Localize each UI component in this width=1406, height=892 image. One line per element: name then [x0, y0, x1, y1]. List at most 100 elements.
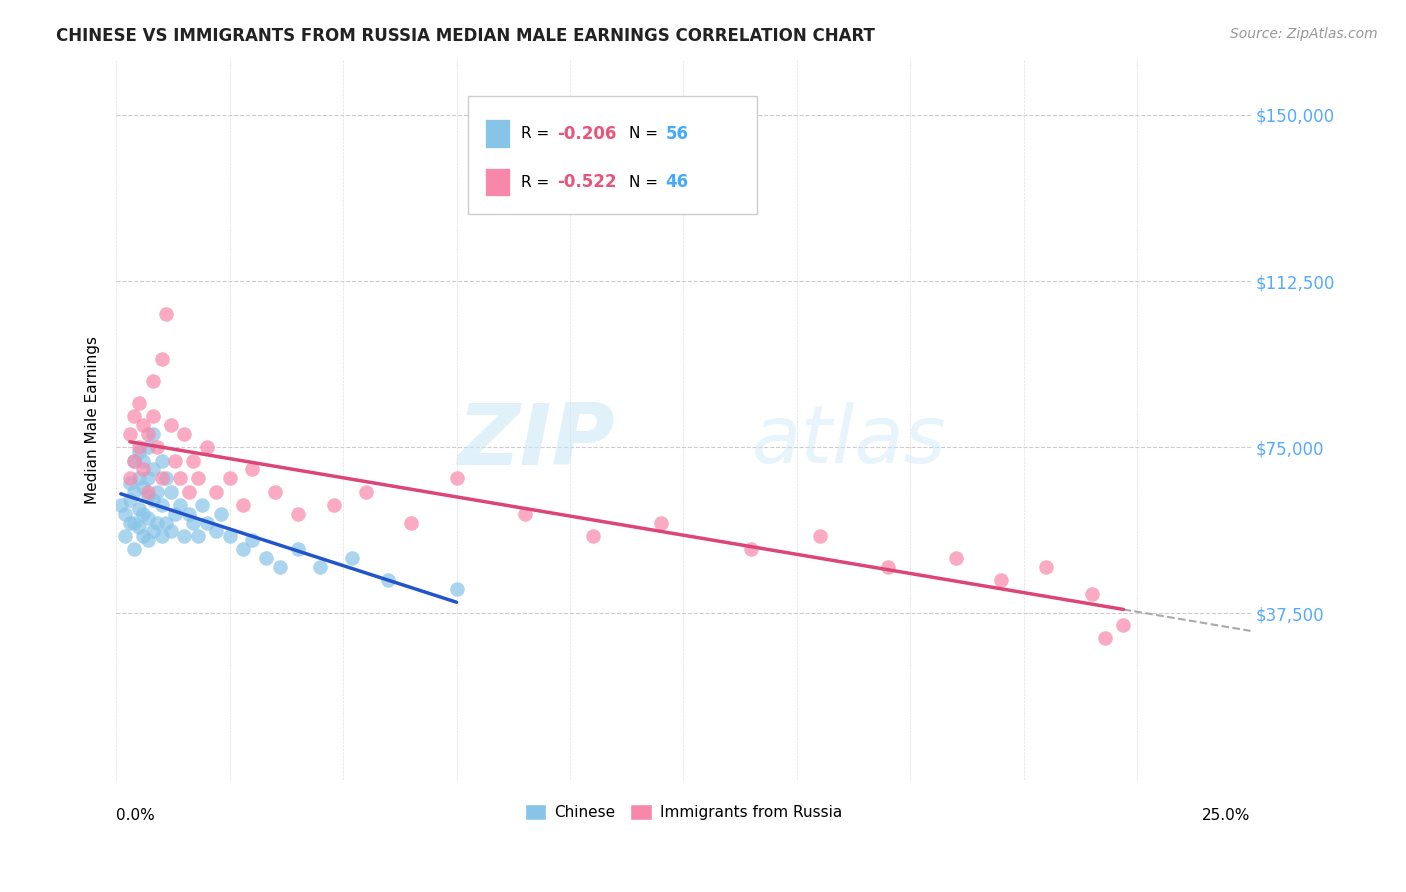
- Point: [128, 502, 150, 516]
- Point: [218, 471, 240, 485]
- Point: [650, 516, 672, 530]
- Point: [132, 480, 155, 494]
- Point: [124, 516, 146, 530]
- Point: [128, 440, 150, 454]
- Point: [136, 471, 159, 485]
- Point: [377, 573, 399, 587]
- Text: atlas: atlas: [751, 402, 946, 480]
- Point: [269, 560, 291, 574]
- Point: [124, 453, 146, 467]
- Point: [159, 418, 181, 433]
- Point: [124, 409, 146, 424]
- Point: [124, 542, 146, 557]
- Point: [323, 498, 346, 512]
- Point: [1035, 560, 1057, 574]
- Point: [808, 529, 831, 543]
- Point: [146, 484, 169, 499]
- Point: [159, 484, 181, 499]
- Point: [173, 427, 195, 442]
- Text: N =: N =: [628, 175, 662, 189]
- Point: [399, 516, 422, 530]
- Point: [242, 533, 264, 548]
- Point: [136, 427, 159, 442]
- Point: [142, 409, 165, 424]
- Point: [264, 484, 287, 499]
- Point: [150, 529, 173, 543]
- Point: [128, 396, 150, 410]
- Text: 0.0%: 0.0%: [117, 808, 155, 823]
- Text: -0.522: -0.522: [558, 173, 617, 191]
- Point: [446, 582, 468, 596]
- Point: [132, 453, 155, 467]
- Point: [177, 484, 200, 499]
- Point: [218, 529, 240, 543]
- Text: R =: R =: [522, 127, 554, 141]
- Point: [169, 498, 191, 512]
- Text: R =: R =: [522, 175, 554, 189]
- Point: [187, 471, 209, 485]
- FancyBboxPatch shape: [485, 120, 510, 148]
- Point: [142, 524, 165, 539]
- Text: N =: N =: [628, 127, 662, 141]
- Point: [1080, 586, 1102, 600]
- Y-axis label: Median Male Earnings: Median Male Earnings: [86, 335, 100, 504]
- Point: [150, 471, 173, 485]
- Point: [209, 507, 232, 521]
- Point: [740, 542, 762, 557]
- Point: [114, 529, 136, 543]
- Point: [242, 462, 264, 476]
- Point: [1094, 631, 1116, 645]
- Point: [945, 551, 967, 566]
- Point: [183, 453, 205, 467]
- Point: [142, 493, 165, 508]
- Legend: Chinese, Immigrants from Russia: Chinese, Immigrants from Russia: [519, 797, 848, 826]
- Point: [232, 542, 254, 557]
- Point: [309, 560, 332, 574]
- Point: [177, 507, 200, 521]
- Point: [340, 551, 363, 566]
- Point: [146, 440, 169, 454]
- Point: [155, 471, 177, 485]
- Point: [513, 507, 536, 521]
- Point: [132, 418, 155, 433]
- Point: [150, 498, 173, 512]
- Point: [114, 507, 136, 521]
- Text: 56: 56: [665, 125, 689, 143]
- Point: [173, 529, 195, 543]
- Point: [136, 440, 159, 454]
- Point: [876, 560, 898, 574]
- Point: [136, 484, 159, 499]
- Point: [195, 440, 218, 454]
- Point: [132, 529, 155, 543]
- Point: [446, 471, 468, 485]
- Point: [136, 489, 159, 503]
- Point: [990, 573, 1012, 587]
- Text: 46: 46: [665, 173, 689, 191]
- Point: [142, 374, 165, 388]
- Point: [118, 516, 141, 530]
- Text: Source: ZipAtlas.com: Source: ZipAtlas.com: [1230, 27, 1378, 41]
- Point: [287, 542, 309, 557]
- Point: [165, 507, 187, 521]
- Text: -0.206: -0.206: [558, 125, 617, 143]
- Point: [254, 551, 277, 566]
- Text: CHINESE VS IMMIGRANTS FROM RUSSIA MEDIAN MALE EARNINGS CORRELATION CHART: CHINESE VS IMMIGRANTS FROM RUSSIA MEDIAN…: [56, 27, 875, 45]
- Point: [142, 462, 165, 476]
- Text: 25.0%: 25.0%: [1202, 808, 1250, 823]
- Point: [150, 453, 173, 467]
- Point: [136, 511, 159, 525]
- Point: [159, 524, 181, 539]
- Point: [146, 516, 169, 530]
- Point: [128, 520, 150, 534]
- Point: [1112, 617, 1135, 632]
- Point: [205, 484, 228, 499]
- Point: [183, 516, 205, 530]
- FancyBboxPatch shape: [468, 95, 756, 214]
- Point: [128, 471, 150, 485]
- FancyBboxPatch shape: [485, 168, 510, 196]
- Point: [142, 427, 165, 442]
- Point: [155, 516, 177, 530]
- Point: [132, 507, 155, 521]
- Point: [191, 498, 214, 512]
- Point: [132, 462, 155, 476]
